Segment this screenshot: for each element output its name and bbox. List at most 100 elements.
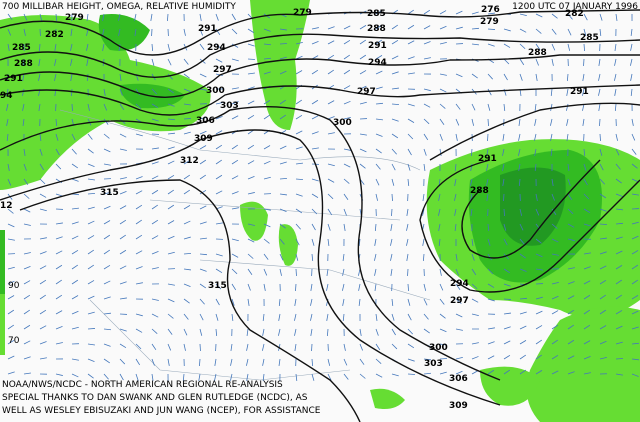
wind-arrow [23, 265, 31, 270]
wind-arrow [167, 13, 169, 22]
wind-arrow [167, 313, 174, 319]
wind-arrow [343, 117, 351, 120]
wind-arrow [119, 190, 127, 195]
wind-arrow [358, 268, 361, 276]
wind-arrow [231, 58, 239, 62]
wind-arrow [455, 133, 458, 141]
wind-arrow [631, 326, 639, 330]
contour-label: 315 [100, 188, 119, 198]
wind-arrow [279, 253, 284, 261]
wind-arrow [7, 13, 13, 20]
wind-arrow [279, 238, 285, 245]
wind-arrow [247, 192, 255, 195]
wind-arrow [375, 163, 381, 170]
wind-arrow [471, 11, 479, 15]
wind-arrow [71, 88, 73, 97]
wind-arrow [199, 13, 202, 21]
wind-arrow [247, 223, 255, 226]
wind-arrow [167, 58, 172, 66]
wind-arrow [471, 43, 479, 46]
wind-arrow [183, 236, 191, 240]
wind-arrow [23, 28, 26, 36]
wind-arrow [71, 295, 79, 300]
wind-arrow [183, 298, 190, 304]
wind-arrow [215, 313, 219, 321]
wind-arrow [215, 43, 222, 49]
wind-arrow [615, 373, 623, 376]
wind-arrow [567, 193, 573, 201]
wind-arrow [311, 253, 314, 262]
wind-arrow [71, 310, 79, 315]
wind-arrow [471, 370, 479, 375]
wind-arrow [455, 283, 461, 290]
wind-arrow [247, 144, 255, 150]
wind-arrow [535, 253, 543, 258]
wind-arrow [55, 342, 63, 345]
wind-arrow [503, 369, 511, 375]
wind-arrow [55, 148, 60, 156]
wind-arrow [215, 102, 223, 105]
wind-arrow [487, 103, 491, 111]
wind-arrow [519, 13, 527, 17]
wind-arrow [167, 298, 175, 303]
wind-arrow [183, 118, 192, 120]
wind-arrow [486, 178, 489, 186]
wind-arrow [279, 43, 288, 45]
wind-arrow [519, 340, 527, 345]
wind-arrow [359, 163, 366, 169]
wind-arrow [167, 146, 175, 150]
wind-arrow [518, 163, 521, 171]
wind-arrow [167, 43, 171, 51]
wind-arrow [215, 222, 223, 225]
wind-arrow [135, 343, 142, 350]
wind-arrow [295, 41, 303, 45]
wind-arrow [135, 133, 143, 137]
wind-arrow [247, 86, 255, 90]
wind-arrow [23, 178, 29, 186]
wind-arrow [343, 193, 349, 200]
wind-arrow [247, 114, 255, 120]
wind-arrow [519, 73, 523, 81]
wind-arrow [39, 341, 47, 345]
wind-arrow [503, 268, 511, 274]
wind-arrow [583, 163, 587, 171]
wind-arrow [55, 264, 63, 270]
wind-arrow [167, 160, 175, 165]
wind-arrow [407, 40, 415, 45]
wind-arrow [23, 208, 31, 213]
wind-arrow [439, 10, 447, 15]
wind-arrow [391, 298, 394, 307]
wind-arrow [294, 328, 297, 336]
wind-arrow [295, 70, 303, 75]
wind-arrow [503, 103, 506, 112]
wind-arrow [551, 13, 558, 19]
wind-arrow [278, 313, 281, 321]
wind-arrow [486, 163, 489, 171]
wind-arrow [534, 118, 537, 126]
wind-arrow [391, 148, 397, 155]
wind-arrow [535, 238, 542, 244]
wind-arrow [599, 193, 607, 199]
wind-arrow [599, 163, 604, 171]
wind-arrow [7, 324, 15, 330]
wind-arrow [615, 310, 623, 315]
wind-arrow [551, 282, 559, 285]
wind-arrow [247, 160, 255, 165]
wind-arrow [615, 341, 623, 345]
wind-arrow [599, 208, 607, 212]
wind-arrow [550, 148, 553, 156]
wind-arrow [631, 264, 639, 270]
wind-arrow [550, 103, 553, 111]
contour-label: 291 [478, 154, 497, 164]
wind-arrow [359, 39, 367, 45]
wind-arrow [535, 28, 542, 34]
wind-arrow [135, 103, 142, 110]
wind-arrow [438, 208, 441, 216]
wind-arrow [151, 373, 154, 381]
wind-arrow [295, 178, 304, 181]
wind-arrow [199, 328, 203, 336]
wind-arrow [231, 253, 239, 258]
wind-arrow [567, 208, 574, 215]
wind-arrow [199, 237, 207, 240]
wind-arrow [247, 283, 251, 291]
